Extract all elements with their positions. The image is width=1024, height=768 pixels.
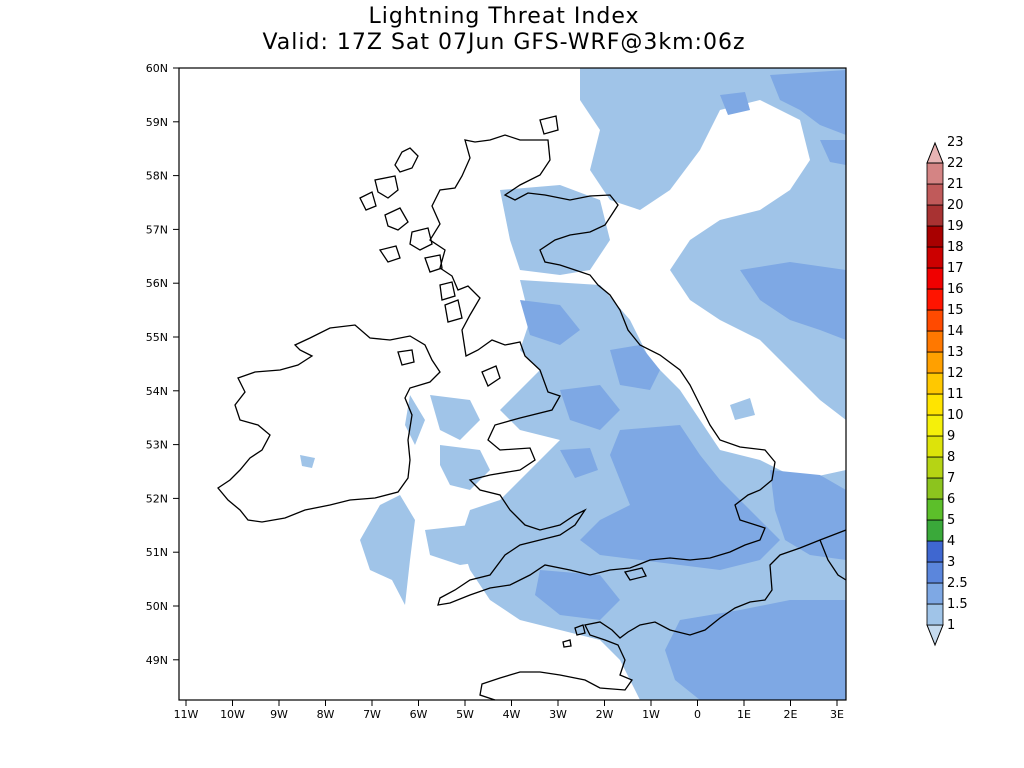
coastlines bbox=[217, 115, 847, 701]
colorbar-label: 1 bbox=[947, 618, 955, 633]
colorbar-label: 13 bbox=[947, 345, 964, 360]
colorbar: 1 1.5 2.5 3 4 5 6 7 8 9 10 11 12 13 14 15 16 17 18 19 20 21 22… bbox=[926, 135, 968, 647]
colorbar-swatch bbox=[926, 582, 944, 605]
colorbar-label: 23 bbox=[947, 135, 964, 150]
isle-of-wight bbox=[623, 567, 647, 581]
lon-tick-label: 4W bbox=[503, 708, 521, 721]
colorbar-label: 17 bbox=[947, 261, 964, 276]
lon-tick-label: 6W bbox=[410, 708, 428, 721]
lon-tick-label: 9W bbox=[270, 708, 288, 721]
channel-islands bbox=[562, 624, 586, 648]
lon-tick-label: 1E bbox=[737, 708, 751, 721]
colorbar-label: 6 bbox=[947, 492, 955, 507]
colorbar-swatch bbox=[926, 477, 944, 500]
lon-tick-label: 8W bbox=[317, 708, 335, 721]
colorbar-swatch bbox=[926, 498, 944, 521]
colorbar-max-arrow bbox=[926, 141, 944, 164]
colorbar-swatch bbox=[926, 162, 944, 185]
colorbar-swatch bbox=[926, 393, 944, 416]
lat-tick-label: 49N bbox=[146, 654, 168, 667]
lon-tick-label: 1W bbox=[642, 708, 660, 721]
lat-tick-label: 51N bbox=[146, 546, 168, 559]
lat-tick-label: 54N bbox=[146, 385, 168, 398]
isle-of-man bbox=[481, 365, 501, 387]
colorbar-swatch bbox=[926, 372, 944, 395]
colorbar-label: 12 bbox=[947, 366, 964, 381]
colorbar-label: 2.5 bbox=[947, 576, 968, 591]
lon-tick-label: 10W bbox=[220, 708, 245, 721]
colorbar-min-arrow bbox=[926, 624, 944, 647]
scotland-islands bbox=[359, 115, 559, 323]
colorbar-swatch bbox=[926, 204, 944, 227]
france-coastline bbox=[479, 529, 847, 701]
colorbar-swatch bbox=[926, 183, 944, 206]
lon-tick-label: 0 bbox=[694, 708, 701, 721]
colorbar-swatch bbox=[926, 225, 944, 248]
lat-tick-label: 55N bbox=[146, 331, 168, 344]
colorbar-label: 21 bbox=[947, 177, 964, 192]
colorbar-swatch bbox=[926, 540, 944, 563]
lon-tick-label: 11W bbox=[174, 708, 199, 721]
lat-tick-label: 60N bbox=[146, 62, 168, 75]
longitude-axis: 11W 10W 9W 8W 7W 6W 5W 4W 3W 2W 1W 0 1E 2E 3E bbox=[174, 700, 844, 721]
colorbar-swatch bbox=[926, 351, 944, 374]
colorbar-label: 22 bbox=[947, 156, 964, 171]
colorbar-label: 7 bbox=[947, 471, 955, 486]
colorbar-swatch bbox=[926, 309, 944, 332]
lat-tick-label: 58N bbox=[146, 170, 168, 183]
ireland-coastline bbox=[217, 324, 441, 523]
colorbar-label: 4 bbox=[947, 534, 955, 549]
country-border bbox=[819, 539, 847, 581]
map-frame bbox=[178, 67, 847, 701]
colorbar-label: 1.5 bbox=[947, 597, 968, 612]
colorbar-swatch bbox=[926, 414, 944, 437]
colorbar-label: 11 bbox=[947, 387, 964, 402]
colorbar-swatch bbox=[926, 288, 944, 311]
lon-tick-label: 3E bbox=[830, 708, 844, 721]
latitude-axis: 60N 59N 58N 57N 56N 55N 54N 53N 52N 51N 50N 49N bbox=[146, 62, 179, 667]
colorbar-label: 20 bbox=[947, 198, 964, 213]
colorbar-label: 18 bbox=[947, 240, 964, 255]
colorbar-swatch bbox=[926, 435, 944, 458]
lat-tick-label: 50N bbox=[146, 600, 168, 613]
chart-title: Lightning Threat Index bbox=[368, 4, 640, 29]
colorbar-swatch bbox=[926, 456, 944, 479]
colorbar-label: 9 bbox=[947, 429, 955, 444]
lat-tick-label: 59N bbox=[146, 116, 168, 129]
lon-tick-label: 2W bbox=[596, 708, 614, 721]
great-britain-coastline bbox=[429, 134, 776, 606]
lat-tick-label: 57N bbox=[146, 223, 168, 236]
colorbar-label: 15 bbox=[947, 303, 964, 318]
colorbar-label: 16 bbox=[947, 282, 964, 297]
colorbar-swatch bbox=[926, 330, 944, 353]
colorbar-label: 14 bbox=[947, 324, 964, 339]
lon-tick-label: 2E bbox=[784, 708, 798, 721]
lat-tick-label: 53N bbox=[146, 439, 168, 452]
lough-neagh bbox=[397, 349, 415, 366]
colorbar-label: 19 bbox=[947, 219, 964, 234]
colorbar-swatch bbox=[926, 561, 944, 584]
lon-tick-label: 7W bbox=[363, 708, 381, 721]
colorbar-swatch bbox=[926, 267, 944, 290]
colorbar-label: 5 bbox=[947, 513, 955, 528]
colorbar-swatch bbox=[926, 519, 944, 542]
colorbar-label: 10 bbox=[947, 408, 964, 423]
colorbar-label: 3 bbox=[947, 555, 955, 570]
chart-subtitle: Valid: 17Z Sat 07Jun GFS-WRF@3km:06z bbox=[262, 30, 746, 55]
colorbar-swatch bbox=[926, 246, 944, 269]
colorbar-swatch bbox=[926, 603, 944, 626]
lat-tick-label: 56N bbox=[146, 277, 168, 290]
lat-tick-label: 52N bbox=[146, 492, 168, 505]
lon-tick-label: 3W bbox=[549, 708, 567, 721]
threat-shading bbox=[300, 68, 846, 700]
colorbar-label: 8 bbox=[947, 450, 955, 465]
lon-tick-label: 5W bbox=[456, 708, 474, 721]
